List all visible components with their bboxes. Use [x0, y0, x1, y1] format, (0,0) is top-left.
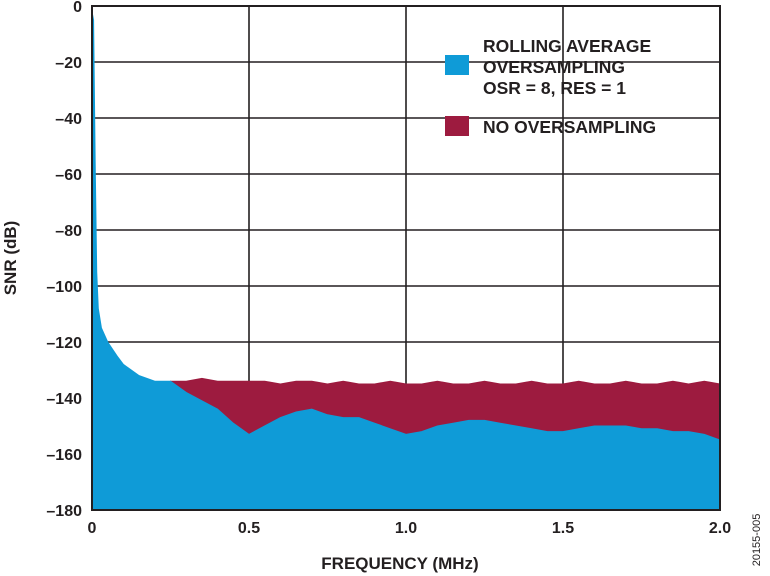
x-tick-label: 1.5: [552, 520, 574, 537]
x-tick-label: 0: [88, 520, 97, 537]
legend-label-line-3: OSR = 8, RES = 1: [483, 78, 626, 98]
x-tick-label: 2.0: [709, 520, 731, 537]
y-tick-label: –140: [46, 391, 82, 408]
y-tick-label: –180: [46, 503, 82, 520]
y-tick-label: –60: [55, 167, 82, 184]
series-areas: [92, 11, 720, 510]
legend-swatch-rolling-average: [445, 55, 469, 75]
x-axis-title: FREQUENCY (MHz): [321, 554, 478, 573]
x-tick-labels: 0 0.5 1.0 1.5 2.0: [88, 520, 732, 537]
y-tick-label: –20: [55, 55, 82, 72]
y-axis-title: SNR (dB): [1, 221, 20, 296]
plot-frame: [91, 5, 721, 511]
y-tick-label: –160: [46, 447, 82, 464]
legend-label-no-oversampling: NO OVERSAMPLING: [483, 117, 656, 137]
y-tick-label: –40: [55, 111, 82, 128]
y-tick-labels: 0 –20 –40 –60 –80 –100 –120 –140 –160 –180: [46, 0, 82, 520]
x-tick-label: 0.5: [238, 520, 260, 537]
figure-id: 20155-005: [751, 514, 763, 567]
legend-label-line-2: OVERSAMPLING: [483, 57, 625, 77]
legend-label-line-1: ROLLING AVERAGE: [483, 36, 651, 56]
y-tick-label: –100: [46, 279, 82, 296]
legend-swatch-no-oversampling: [445, 116, 469, 136]
y-tick-label: –120: [46, 335, 82, 352]
x-tick-label: 1.0: [395, 520, 417, 537]
y-tick-label: 0: [73, 0, 82, 16]
y-tick-label: –80: [55, 223, 82, 240]
legend: ROLLING AVERAGE OVERSAMPLING OSR = 8, RE…: [445, 36, 656, 137]
series-area-rolling-average: [92, 11, 720, 510]
